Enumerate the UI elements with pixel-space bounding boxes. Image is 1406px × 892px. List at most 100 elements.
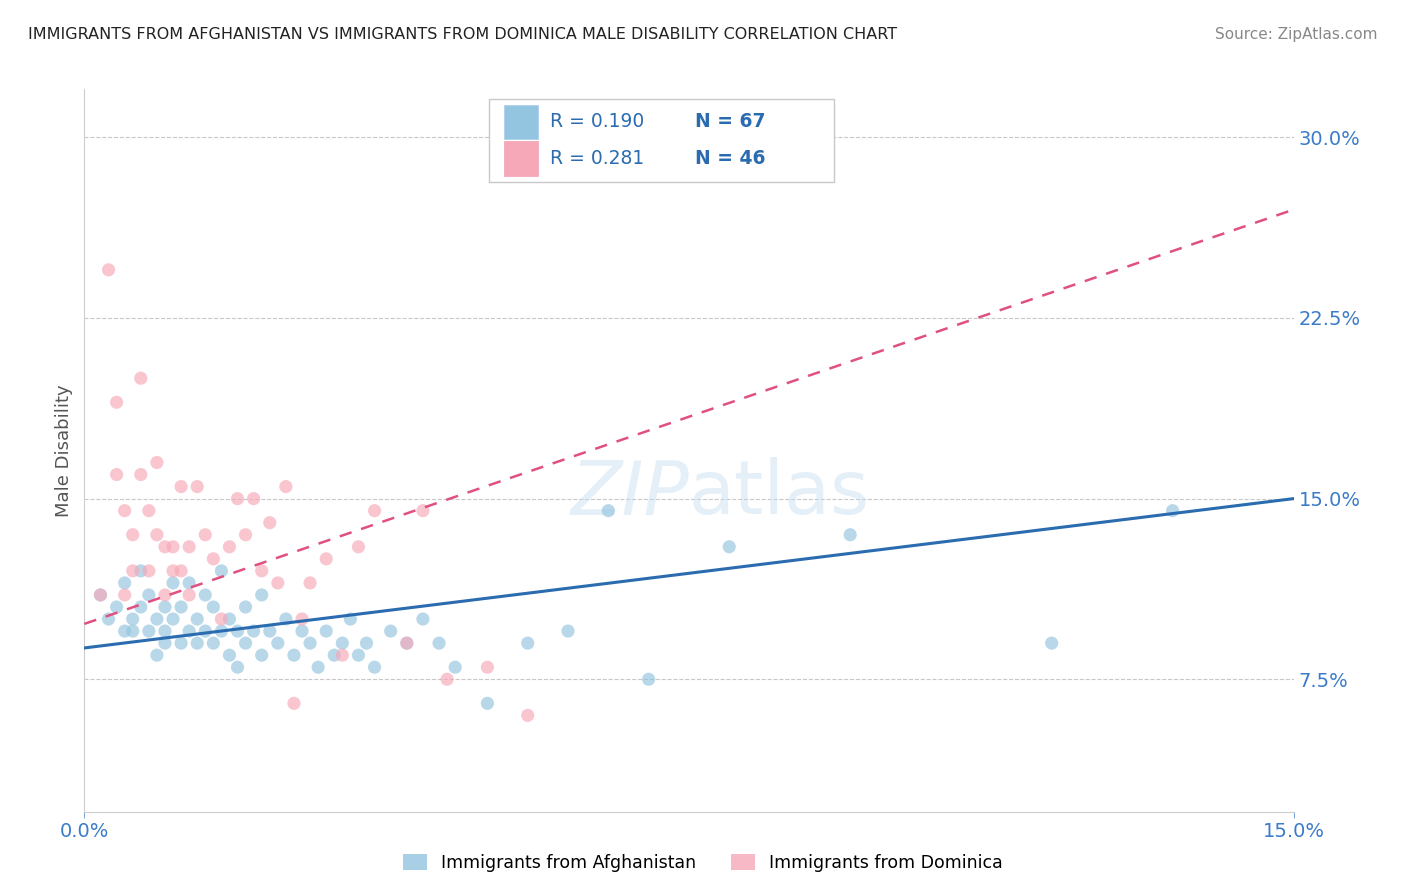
Point xyxy=(114,576,136,591)
Point xyxy=(235,599,257,614)
Point xyxy=(1161,503,1184,517)
Point xyxy=(129,467,152,482)
Text: N = 46: N = 46 xyxy=(695,149,765,168)
Y-axis label: Male Disability: Male Disability xyxy=(55,384,73,516)
Point xyxy=(153,599,176,614)
Point xyxy=(153,588,176,602)
Point xyxy=(477,696,499,710)
Point xyxy=(105,395,128,409)
Point xyxy=(202,599,225,614)
Point xyxy=(146,648,169,662)
Point xyxy=(267,636,290,650)
Point xyxy=(186,480,208,494)
Point xyxy=(121,624,143,639)
Point xyxy=(129,564,152,578)
Point xyxy=(283,648,305,662)
Point xyxy=(170,599,193,614)
Point xyxy=(436,673,458,687)
Point xyxy=(162,564,184,578)
Point xyxy=(315,551,337,566)
Point xyxy=(395,636,418,650)
Point xyxy=(162,612,184,626)
Point xyxy=(114,503,136,517)
Point xyxy=(226,660,249,674)
Text: ZIP: ZIP xyxy=(571,458,689,530)
Point xyxy=(307,660,329,674)
Point xyxy=(170,564,193,578)
Point xyxy=(226,624,249,639)
Point xyxy=(427,636,450,650)
Point xyxy=(250,648,273,662)
Point xyxy=(194,624,217,639)
Point xyxy=(299,576,322,591)
Point xyxy=(839,527,862,541)
Point xyxy=(202,551,225,566)
Point xyxy=(138,503,160,517)
Point xyxy=(179,540,201,554)
Point xyxy=(194,588,217,602)
Point xyxy=(209,564,232,578)
Text: R = 0.190: R = 0.190 xyxy=(550,112,644,131)
Point xyxy=(170,636,193,650)
Point xyxy=(557,624,579,639)
Point xyxy=(179,576,201,591)
Point xyxy=(153,540,176,554)
Point xyxy=(89,588,111,602)
Point xyxy=(444,660,467,674)
Point xyxy=(274,480,297,494)
Point xyxy=(89,588,111,602)
Point xyxy=(146,527,169,541)
Point xyxy=(121,527,143,541)
Point xyxy=(330,636,353,650)
Point xyxy=(259,624,281,639)
Point xyxy=(235,527,257,541)
Bar xyxy=(503,141,538,176)
Point xyxy=(129,371,152,385)
Point xyxy=(162,576,184,591)
Point xyxy=(194,527,217,541)
Text: R = 0.281: R = 0.281 xyxy=(550,149,644,168)
Point xyxy=(250,588,273,602)
Point xyxy=(412,612,434,626)
Point xyxy=(516,636,538,650)
Point xyxy=(186,612,208,626)
Point xyxy=(291,612,314,626)
Point xyxy=(114,624,136,639)
Point xyxy=(218,540,240,554)
Point xyxy=(356,636,378,650)
Point xyxy=(209,612,232,626)
Point xyxy=(218,648,240,662)
Point xyxy=(97,612,120,626)
Point xyxy=(209,624,232,639)
Point xyxy=(283,696,305,710)
Point xyxy=(347,540,370,554)
Point xyxy=(412,503,434,517)
Text: N = 67: N = 67 xyxy=(695,112,765,131)
Point xyxy=(259,516,281,530)
Point xyxy=(637,673,659,687)
Point xyxy=(153,624,176,639)
Point xyxy=(170,480,193,494)
Point xyxy=(146,455,169,469)
Point xyxy=(315,624,337,639)
Text: atlas: atlas xyxy=(689,458,870,531)
Point xyxy=(138,588,160,602)
Point xyxy=(146,612,169,626)
Point xyxy=(395,636,418,650)
Point xyxy=(718,540,741,554)
Point xyxy=(363,660,385,674)
Point xyxy=(114,588,136,602)
Point xyxy=(1040,636,1063,650)
Text: Source: ZipAtlas.com: Source: ZipAtlas.com xyxy=(1215,27,1378,42)
FancyBboxPatch shape xyxy=(489,99,834,182)
Point xyxy=(291,624,314,639)
Point xyxy=(97,262,120,277)
Text: IMMIGRANTS FROM AFGHANISTAN VS IMMIGRANTS FROM DOMINICA MALE DISABILITY CORRELAT: IMMIGRANTS FROM AFGHANISTAN VS IMMIGRANT… xyxy=(28,27,897,42)
Point xyxy=(105,467,128,482)
Point xyxy=(347,648,370,662)
Point xyxy=(339,612,361,626)
Point xyxy=(162,540,184,554)
Point xyxy=(226,491,249,506)
Point xyxy=(129,599,152,614)
Point xyxy=(202,636,225,650)
